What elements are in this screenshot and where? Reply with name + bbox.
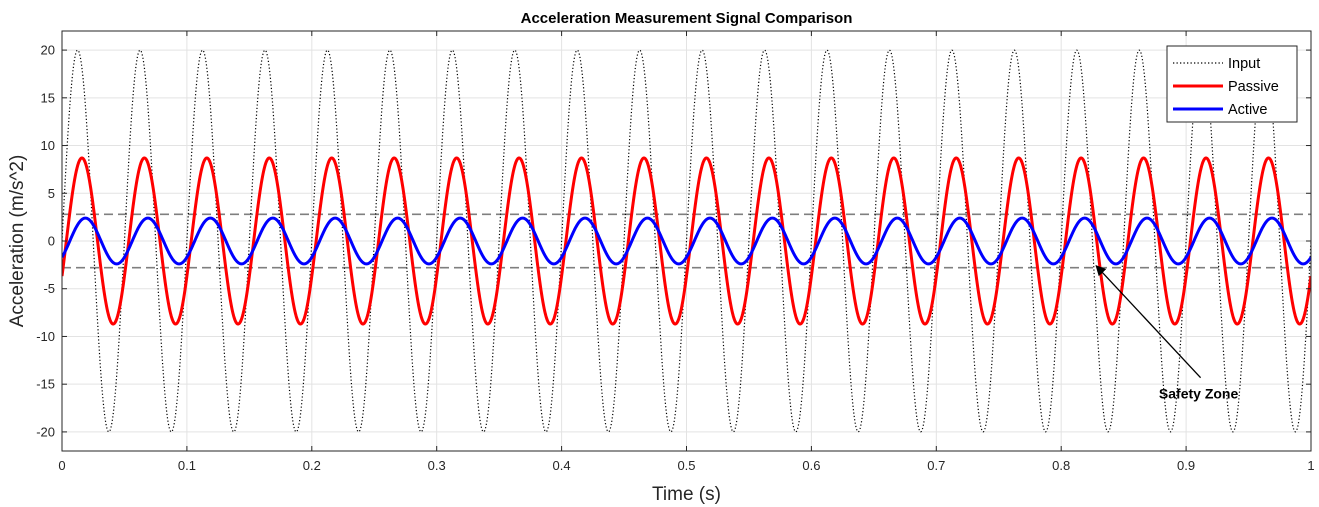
- x-tick-label: 1: [1307, 458, 1314, 473]
- legend: Input Passive Active: [1166, 45, 1298, 123]
- x-tick-label: 0.3: [428, 458, 446, 473]
- annotation-text: Safety Zone: [1159, 386, 1239, 402]
- y-tick-label: -15: [36, 377, 55, 392]
- x-tick-label: 0.9: [1177, 458, 1195, 473]
- chart-title: Acceleration Measurement Signal Comparis…: [521, 10, 853, 27]
- y-tick-label: 15: [41, 90, 55, 105]
- x-tick-label: 0.4: [553, 458, 571, 473]
- grid-lines: [62, 31, 1311, 451]
- y-tick-labels: 20 15 10 5 0 -5 -10 -15 -20: [36, 43, 55, 440]
- axis-ticks: [61, 31, 1312, 451]
- x-tick-label: 0: [58, 458, 65, 473]
- y-tick-label: 0: [48, 234, 55, 249]
- y-tick-label: -20: [36, 424, 55, 439]
- y-axis-title: Acceleration (m/s^2): [7, 155, 28, 328]
- y-tick-label: -5: [43, 281, 55, 296]
- x-tick-label: 0.7: [927, 458, 945, 473]
- y-tick-label: 10: [41, 138, 55, 153]
- x-tick-label: 0.8: [1052, 458, 1070, 473]
- legend-label-active: Active: [1228, 102, 1268, 118]
- x-axis-title: Time (s): [652, 484, 721, 505]
- series-line-active: [62, 216, 1311, 266]
- legend-label-input: Input: [1228, 56, 1260, 72]
- safety-zone-annotation: Safety Zone: [1095, 265, 1239, 402]
- series-line-input: [62, 49, 1311, 433]
- y-tick-label: -10: [36, 329, 55, 344]
- x-tick-labels: 0 0.1 0.2 0.3 0.4 0.5 0.6 0.7 0.8 0.9 1: [58, 458, 1314, 473]
- series-line-passive: [62, 156, 1311, 326]
- x-tick-label: 0.5: [677, 458, 695, 473]
- annotation-arrow: [1095, 265, 1202, 379]
- series-lines: [62, 49, 1311, 433]
- legend-label-passive: Passive: [1228, 79, 1279, 95]
- y-tick-label: 20: [41, 43, 55, 58]
- y-tick-label: 5: [48, 186, 55, 201]
- x-tick-label: 0.1: [178, 458, 196, 473]
- x-tick-label: 0.2: [303, 458, 321, 473]
- x-tick-label: 0.6: [802, 458, 820, 473]
